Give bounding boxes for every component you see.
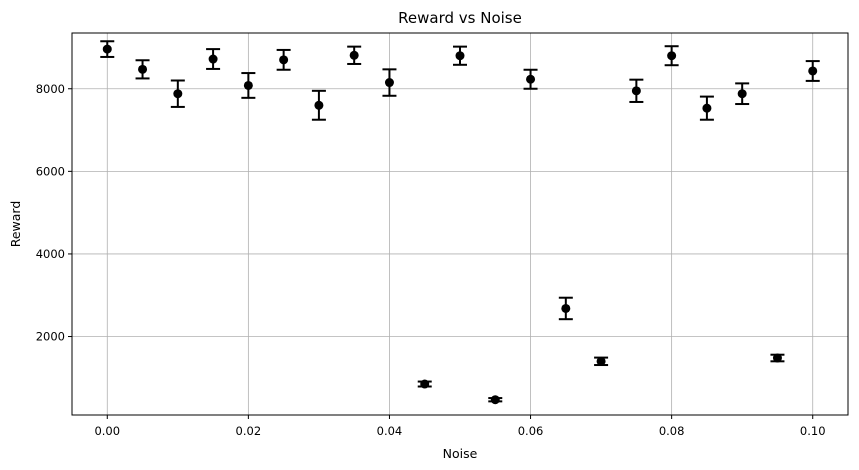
data-point <box>173 89 183 99</box>
data-point <box>384 78 394 88</box>
data-point <box>772 353 782 363</box>
x-tick-label: 0.06 <box>518 424 544 438</box>
x-axis-label: Noise <box>443 446 478 461</box>
x-axis-ticks: 0.00 0.02 0.04 0.06 0.08 0.10 <box>94 415 826 438</box>
data-point <box>102 44 112 54</box>
plot-frame <box>71 32 849 416</box>
grid-lines <box>72 33 848 415</box>
data-point <box>455 51 465 61</box>
x-tick-label: 0.00 <box>94 424 120 438</box>
x-tick-label: 0.02 <box>236 424 262 438</box>
data-point <box>526 74 536 84</box>
data-point <box>208 54 218 64</box>
data-point <box>420 379 430 389</box>
y-axis-ticks: 2000 4000 6000 8000 <box>36 82 72 344</box>
data-point <box>561 303 571 313</box>
data-point <box>702 103 712 113</box>
data-point <box>596 356 606 366</box>
data-point <box>243 80 253 90</box>
chart-title: Reward vs Noise <box>398 9 522 27</box>
data-point <box>138 64 148 74</box>
x-tick-label: 0.04 <box>377 424 403 438</box>
data-point <box>279 55 289 65</box>
y-tick-label: 4000 <box>36 247 65 261</box>
data-point <box>667 51 677 61</box>
data-point <box>490 395 500 405</box>
data-point <box>737 89 747 99</box>
y-tick-label: 8000 <box>36 82 65 96</box>
data-point <box>631 86 641 96</box>
error-bars <box>100 40 820 403</box>
data-point <box>349 50 359 60</box>
y-tick-label: 2000 <box>36 330 65 344</box>
data-point <box>808 66 818 76</box>
y-axis-label: Reward <box>8 201 23 248</box>
x-tick-label: 0.10 <box>800 424 826 438</box>
data-point <box>314 100 324 110</box>
data-points <box>102 44 818 405</box>
x-tick-label: 0.08 <box>659 424 685 438</box>
y-tick-label: 6000 <box>36 164 65 178</box>
